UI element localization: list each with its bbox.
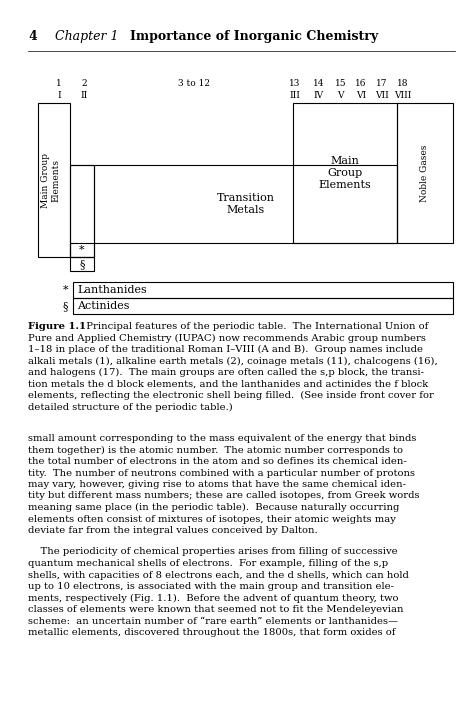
Text: shells, with capacities of 8 electrons each, and the d shells, which can hold: shells, with capacities of 8 electrons e… <box>28 571 410 579</box>
Bar <box>73 282 453 298</box>
Text: meaning same place (in the periodic table).  Because naturally occurring: meaning same place (in the periodic tabl… <box>28 503 400 512</box>
Text: *: * <box>79 245 85 255</box>
Text: VIII: VIII <box>394 91 411 100</box>
Text: tity but different mass numbers; these are called isotopes, from Greek words: tity but different mass numbers; these a… <box>28 491 420 501</box>
Text: 1: 1 <box>56 79 62 88</box>
Text: up to 10 electrons, is associated with the main group and transition ele-: up to 10 electrons, is associated with t… <box>28 582 394 591</box>
Bar <box>73 298 453 314</box>
Text: 3 to 12: 3 to 12 <box>178 79 210 88</box>
Text: 1–18 in place of the traditional Roman I–VIII (A and B).  Group names include: 1–18 in place of the traditional Roman I… <box>28 345 423 354</box>
Text: 16: 16 <box>356 79 367 88</box>
Text: The periodicity of chemical properties arises from filling of successive: The periodicity of chemical properties a… <box>28 547 398 557</box>
Text: Principal features of the periodic table.  The International Union of: Principal features of the periodic table… <box>81 322 429 331</box>
Text: classes of elements were known that seemed not to fit the Mendeleyevian: classes of elements were known that seem… <box>28 605 404 614</box>
Text: Main
Group
Elements: Main Group Elements <box>319 156 372 190</box>
Bar <box>94 165 397 243</box>
Text: 2: 2 <box>82 79 87 88</box>
Text: Transition
Metals: Transition Metals <box>217 193 274 215</box>
Text: elements often consist of mixtures of isotopes, their atomic weights may: elements often consist of mixtures of is… <box>28 515 396 523</box>
Text: 17: 17 <box>376 79 388 88</box>
Text: may vary, however, giving rise to atoms that have the same chemical iden-: may vary, however, giving rise to atoms … <box>28 480 406 489</box>
Text: scheme:  an uncertain number of “rare earth” elements or lanthanides—: scheme: an uncertain number of “rare ear… <box>28 616 399 626</box>
Text: them together) is the atomic number.  The atomic number corresponds to: them together) is the atomic number. The… <box>28 445 403 454</box>
Text: elements, reflecting the electronic shell being filled.  (See inside front cover: elements, reflecting the electronic shel… <box>28 391 434 400</box>
Text: III: III <box>290 91 300 100</box>
Bar <box>397 103 453 243</box>
Text: the total number of electrons in the atom and so defines its chemical iden-: the total number of electrons in the ato… <box>28 457 407 466</box>
Text: tion metals the d block elements, and the lanthanides and actinides the f block: tion metals the d block elements, and th… <box>28 380 428 388</box>
Bar <box>38 103 70 257</box>
Text: §: § <box>79 259 85 269</box>
Text: Importance of Inorganic Chemistry: Importance of Inorganic Chemistry <box>130 30 378 43</box>
Text: VII: VII <box>375 91 389 100</box>
Text: V: V <box>337 91 344 100</box>
Text: detailed structure of the periodic table.): detailed structure of the periodic table… <box>28 403 233 412</box>
Text: tity.  The number of neutrons combined with a particular number of protons: tity. The number of neutrons combined wi… <box>28 469 415 478</box>
Text: 4: 4 <box>28 30 37 43</box>
Text: quantum mechanical shells of electrons.  For example, filling of the s,p: quantum mechanical shells of electrons. … <box>28 559 389 568</box>
Text: I: I <box>57 91 61 100</box>
Text: 13: 13 <box>289 79 301 88</box>
Text: Figure 1.1: Figure 1.1 <box>28 322 86 331</box>
Text: Pure and Applied Chemistry (IUPAC) now recommends Arabic group numbers: Pure and Applied Chemistry (IUPAC) now r… <box>28 334 426 343</box>
Text: alkali metals (1), alkaline earth metals (2), coinage metals (11), chalcogens (1: alkali metals (1), alkaline earth metals… <box>28 356 438 366</box>
Text: Lanthanides: Lanthanides <box>77 285 147 295</box>
Text: 18: 18 <box>397 79 409 88</box>
Text: II: II <box>81 91 88 100</box>
Text: metallic elements, discovered throughout the 1800s, that form oxides of: metallic elements, discovered throughout… <box>28 628 396 637</box>
Text: VI: VI <box>356 91 366 100</box>
Text: §: § <box>63 301 68 311</box>
Bar <box>293 103 397 243</box>
Text: *: * <box>63 285 68 295</box>
Text: Main Group
Elements: Main Group Elements <box>42 153 61 207</box>
Text: small amount corresponding to the mass equivalent of the energy that binds: small amount corresponding to the mass e… <box>28 434 417 443</box>
Text: IV: IV <box>313 91 324 100</box>
Bar <box>70 243 94 257</box>
Text: 15: 15 <box>335 79 346 88</box>
Text: ments, respectively (Fig. 1.1).  Before the advent of quantum theory, two: ments, respectively (Fig. 1.1). Before t… <box>28 594 399 603</box>
Text: 14: 14 <box>313 79 324 88</box>
Text: Chapter 1: Chapter 1 <box>55 30 118 43</box>
Text: Actinides: Actinides <box>77 301 130 311</box>
Bar <box>70 257 94 271</box>
Text: deviate far from the integral values conceived by Dalton.: deviate far from the integral values con… <box>28 526 318 535</box>
Text: and halogens (17).  The main groups are often called the s,p block, the transi-: and halogens (17). The main groups are o… <box>28 368 424 377</box>
Bar <box>70 165 94 257</box>
Text: Noble Gases: Noble Gases <box>420 144 429 202</box>
